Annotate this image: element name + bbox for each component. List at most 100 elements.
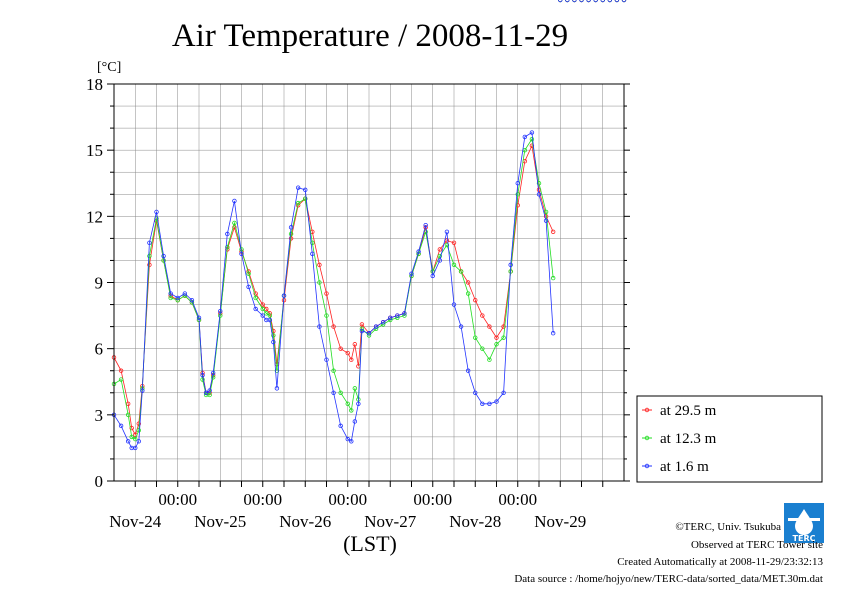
data-point <box>409 271 414 276</box>
data-point <box>508 262 513 268</box>
data-point <box>494 342 499 347</box>
data-point <box>161 253 166 259</box>
data-point <box>487 401 492 407</box>
data-point <box>444 229 450 234</box>
data-point <box>207 392 212 398</box>
data-point <box>295 200 301 206</box>
data-point <box>338 346 343 351</box>
data-point <box>317 280 322 285</box>
data-point <box>331 368 336 373</box>
data-point <box>522 134 528 140</box>
data-point <box>473 335 478 340</box>
data-point <box>253 291 258 296</box>
data-point <box>494 335 499 340</box>
data-point <box>338 423 343 429</box>
data-point <box>352 419 358 424</box>
data-point <box>550 229 556 234</box>
data-point <box>210 370 216 376</box>
legend-label: at 29.5 m <box>660 403 717 419</box>
data-point <box>288 231 294 237</box>
data-point <box>593 0 598 3</box>
data-point <box>196 315 202 320</box>
data-point <box>349 357 354 362</box>
data-point <box>331 324 336 329</box>
x-tick-date: Nov-28 <box>449 512 501 531</box>
y-tick-label: 15 <box>86 141 103 160</box>
data-point <box>118 377 124 382</box>
data-point <box>480 313 485 318</box>
data-point <box>125 412 131 418</box>
data-point <box>218 308 223 314</box>
data-point <box>310 251 315 257</box>
data-point <box>402 311 407 316</box>
data-point <box>465 280 471 285</box>
legend-label: at 1.6 m <box>660 459 709 475</box>
data-point <box>345 350 350 356</box>
y-tick-label: 3 <box>95 406 104 425</box>
data-point <box>480 401 485 407</box>
water-drop-icon <box>795 509 813 535</box>
legend-items: at 29.5 m at 12.3 m at 1.6 m <box>642 403 717 475</box>
data-point <box>356 401 361 407</box>
data-point <box>345 401 350 407</box>
data-point <box>129 434 134 440</box>
x-tick-date: Nov-24 <box>109 512 161 531</box>
data-point <box>295 185 301 190</box>
data-point <box>536 181 542 186</box>
x-tick-date: Nov-29 <box>534 512 586 531</box>
data-point <box>359 322 365 327</box>
legend-marker <box>644 463 650 469</box>
data-point <box>140 388 145 393</box>
data-point <box>543 218 549 223</box>
data-point <box>529 130 535 135</box>
data-point <box>288 225 294 230</box>
data-point <box>465 368 471 373</box>
series-3 <box>111 0 627 451</box>
x-axis: 00:00 00:00 00:00 00:00 00:00 Nov-24 Nov-25 Nov… <box>109 481 604 531</box>
logo-text: TERC <box>793 534 816 543</box>
data-point <box>451 240 457 245</box>
data-point <box>260 313 265 318</box>
data-point <box>182 291 188 296</box>
x-tick-time: 00:00 <box>328 490 367 509</box>
data-point <box>168 291 173 296</box>
data-point <box>536 192 542 197</box>
data-point <box>451 262 457 268</box>
data-point <box>451 302 457 307</box>
data-point <box>207 388 212 393</box>
data-point <box>458 324 464 329</box>
data-point <box>501 390 506 395</box>
grid-lines <box>114 84 624 481</box>
series-layer <box>111 0 627 451</box>
data-point <box>189 297 195 303</box>
legend-marker <box>644 435 650 441</box>
data-point <box>232 225 237 230</box>
data-point <box>271 333 276 338</box>
data-point <box>260 302 265 307</box>
data-point <box>586 0 591 3</box>
data-point <box>349 439 354 444</box>
data-point <box>267 317 273 323</box>
data-point <box>232 198 237 204</box>
data-point <box>267 313 273 318</box>
data-point <box>600 0 605 3</box>
x-tick-time: 00:00 <box>498 490 537 509</box>
data-point <box>437 247 443 252</box>
data-point <box>487 324 492 329</box>
legend-label: at 12.3 m <box>660 431 717 447</box>
data-point <box>359 328 365 334</box>
x-tick-time: 00:00 <box>413 490 452 509</box>
data-point <box>380 320 386 325</box>
data-point <box>239 251 244 257</box>
data-point <box>345 436 350 442</box>
data-point <box>147 240 152 245</box>
data-point <box>136 428 141 433</box>
data-point <box>416 249 421 254</box>
data-point <box>366 331 372 336</box>
data-point <box>175 295 180 301</box>
logo-bar <box>810 518 820 521</box>
data-point <box>614 0 620 3</box>
data-point <box>550 275 556 281</box>
footer-source: Data source : /home/hojyo/new/TERC-data/… <box>514 573 823 585</box>
x-tick-time: 00:00 <box>243 490 282 509</box>
